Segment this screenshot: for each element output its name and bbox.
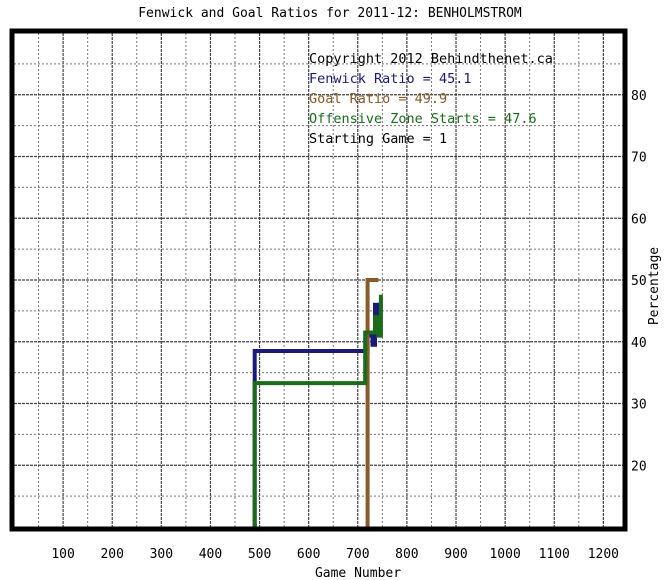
legend-annotations: Copyright 2012 Behindthenet.ca Fenwick Ra… — [309, 51, 553, 147]
y-tick-label: 80 — [631, 89, 647, 104]
x-tick-labels: 100 200 300 400 500 600 700 800 900 1000 1100 1200 — [51, 547, 619, 562]
x-tick-label: 900 — [444, 547, 467, 562]
x-tick-label: 200 — [100, 547, 123, 562]
series-lines — [252, 278, 383, 527]
series-line — [252, 294, 383, 527]
y-tick-label: 50 — [631, 274, 647, 289]
y-tick-label: 60 — [631, 212, 647, 227]
x-axis-label: Game Number — [315, 566, 401, 580]
series-line — [365, 278, 379, 527]
grid-lines — [14, 33, 623, 527]
x-tick-label: 300 — [150, 547, 173, 562]
x-tick-label: 1200 — [588, 547, 619, 562]
annotation-text: Copyright 2012 Behindthenet.ca — [309, 51, 553, 67]
plot-frame — [9, 28, 628, 532]
x-tick-label: 800 — [395, 547, 418, 562]
chart-title: Fenwick and Goal Ratios for 2011-12: BEN… — [138, 6, 522, 21]
x-tick-label: 700 — [346, 547, 369, 562]
y-tick-labels: 20 30 40 50 60 70 80 — [631, 89, 647, 475]
y-tick-label: 70 — [631, 151, 647, 166]
y-tick-label: 20 — [631, 459, 647, 474]
series-line — [252, 302, 380, 527]
annotation-text: Offensive Zone Starts = 47.6 — [309, 111, 537, 127]
x-tick-label: 600 — [297, 547, 320, 562]
y-tick-label: 40 — [631, 336, 647, 351]
x-tick-label: 1100 — [539, 547, 570, 562]
x-tick-label: 400 — [199, 547, 222, 562]
x-tick-label: 100 — [51, 547, 74, 562]
annotation-text: Starting Game = 1 — [309, 131, 447, 147]
annotation-text: Goal Ratio = 49.9 — [309, 91, 447, 107]
x-tick-label: 1000 — [489, 547, 520, 562]
x-tick-label: 500 — [248, 547, 271, 562]
y-tick-label: 30 — [631, 398, 647, 413]
annotation-text: Fenwick Ratio = 45.1 — [309, 71, 472, 87]
y-axis-label: Percentage — [647, 247, 662, 325]
